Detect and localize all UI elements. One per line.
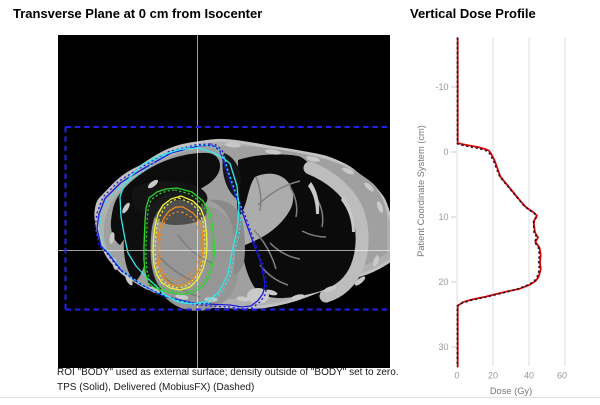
svg-text:-10: -10 [435,82,448,92]
svg-text:40: 40 [524,371,534,381]
svg-text:20: 20 [438,277,448,287]
svg-text:30: 30 [438,342,448,352]
svg-text:60: 60 [557,371,567,381]
svg-text:Dose (Gy): Dose (Gy) [490,386,532,396]
svg-text:20: 20 [488,371,498,381]
svg-text:Patient Coordinate System (cm): Patient Coordinate System (cm) [416,125,426,257]
svg-text:10: 10 [438,212,448,222]
svg-text:0: 0 [454,371,459,381]
svg-text:0: 0 [443,147,448,157]
